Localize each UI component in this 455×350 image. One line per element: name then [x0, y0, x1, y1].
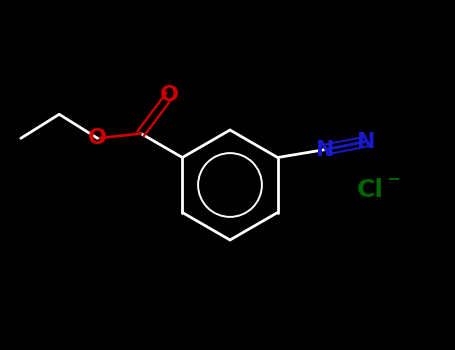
- Text: −: −: [386, 169, 400, 187]
- Text: O: O: [160, 85, 179, 105]
- Text: N: N: [357, 132, 376, 152]
- Text: N: N: [316, 140, 335, 160]
- Text: Cl: Cl: [357, 178, 384, 202]
- Text: O: O: [88, 128, 107, 148]
